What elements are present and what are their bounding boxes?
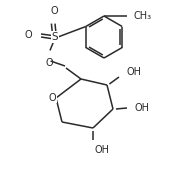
Text: OH: OH <box>95 145 110 155</box>
Text: CH₃: CH₃ <box>133 11 152 21</box>
Text: O: O <box>50 6 58 16</box>
Text: S: S <box>52 32 58 42</box>
Text: OH: OH <box>135 103 150 113</box>
Text: OH: OH <box>127 67 142 77</box>
Text: O: O <box>45 58 53 68</box>
Text: O: O <box>25 30 33 40</box>
Text: O: O <box>49 93 56 103</box>
